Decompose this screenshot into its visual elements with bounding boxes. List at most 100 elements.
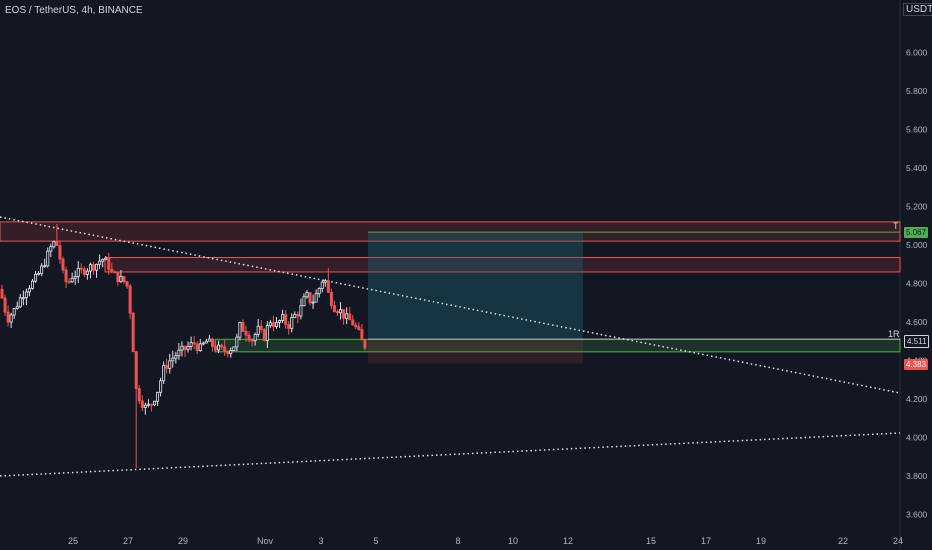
candle-body: [189, 342, 193, 347]
candle-body: [253, 333, 257, 342]
candle-body: [320, 281, 324, 289]
y-tick-label: 4.200: [906, 394, 928, 404]
candle-body: [113, 271, 117, 274]
currency-unit-label: USDT: [903, 3, 932, 16]
candle-body: [67, 281, 71, 284]
candle-body: [165, 365, 169, 369]
candle-body: [226, 351, 230, 355]
stop-loss-box: [368, 339, 583, 364]
candle-body: [348, 313, 352, 321]
candle-body: [162, 365, 166, 382]
candle-body: [186, 346, 190, 350]
candle-body: [24, 291, 28, 299]
candle-body: [262, 329, 266, 341]
candle-body: [195, 343, 199, 351]
candle-body: [30, 280, 34, 289]
candle-body: [342, 309, 346, 319]
target-label: T: [893, 221, 899, 231]
candle-body: [232, 346, 236, 352]
candle-body: [287, 324, 291, 329]
candle-body: [183, 345, 187, 350]
candle-body: [95, 263, 99, 271]
candle-body: [207, 338, 211, 342]
candle-body: [85, 270, 89, 275]
x-tick-label: 12: [563, 536, 573, 546]
candle-body: [0, 288, 4, 299]
candle-body: [299, 305, 303, 317]
candle-body: [278, 320, 282, 323]
x-tick-label: 10: [508, 536, 518, 546]
candle-body: [52, 241, 56, 248]
candle-body: [317, 288, 321, 295]
candle-body: [293, 313, 297, 318]
candle-body: [122, 276, 126, 283]
x-tick-label: 17: [701, 536, 711, 546]
candle-body: [131, 312, 135, 353]
y-tick-label: 4.600: [906, 317, 928, 327]
candle-body: [27, 287, 31, 293]
candle-body: [256, 325, 260, 335]
x-tick-label: 24: [893, 536, 903, 546]
candle-body: [354, 324, 358, 328]
candle-body: [223, 346, 227, 352]
y-tick-label: 3.800: [906, 471, 928, 481]
candle-body: [18, 297, 22, 308]
x-tick-label: 27: [123, 536, 133, 546]
candle-body: [140, 400, 144, 408]
candle-body: [58, 245, 62, 260]
candle-body: [70, 277, 74, 283]
chart-title: EOS / TetherUS, 4h, BINANCE: [5, 5, 143, 16]
candle-body: [15, 306, 19, 309]
candle-body: [174, 355, 178, 359]
candle-body: [271, 322, 275, 328]
candle-body: [244, 330, 248, 336]
x-tick-label: 8: [455, 536, 460, 546]
candle-body: [156, 391, 160, 402]
candle-body: [210, 338, 214, 347]
candle-body: [128, 285, 132, 314]
y-tick-label: 6.000: [906, 48, 928, 58]
candle-body: [37, 273, 41, 275]
resistance-zone-lower: [104, 257, 901, 273]
candle-body: [171, 357, 175, 362]
candle-body: [61, 258, 65, 271]
y-tick-label: 5.000: [906, 240, 928, 250]
x-tick-label: 15: [646, 536, 656, 546]
candle-body: [34, 273, 38, 282]
candle-body: [284, 314, 288, 325]
candle-body: [339, 309, 343, 314]
profit-target-box: [368, 232, 583, 340]
candle-body: [116, 272, 120, 283]
candle-body: [43, 265, 47, 268]
target-price-badge: 5.067: [904, 227, 929, 238]
stop-price-badge: 4.383: [904, 359, 929, 370]
candle-body: [192, 342, 196, 345]
candle-body: [119, 276, 123, 283]
candle-body: [3, 297, 7, 313]
candle-body: [314, 293, 318, 303]
candle-body: [55, 241, 59, 246]
candle-body: [180, 345, 184, 351]
y-tick-label: 3.600: [906, 510, 928, 520]
candle-body: [217, 344, 221, 351]
y-tick-label: 4.000: [906, 433, 928, 443]
candle-body: [363, 339, 367, 349]
candle-body: [274, 322, 278, 328]
candle-body: [281, 314, 285, 321]
candle-body: [323, 280, 327, 283]
resistance-zone-upper: [0, 221, 901, 242]
y-tick-label: 5.800: [906, 86, 928, 96]
candle-body: [76, 267, 80, 277]
candle-body: [360, 329, 364, 341]
candle-body: [79, 267, 83, 270]
candle-body: [152, 400, 156, 406]
candle-body: [177, 349, 181, 357]
x-tick-label: Nov: [257, 536, 274, 546]
candle-body: [311, 301, 315, 304]
candle-body: [250, 339, 254, 342]
y-tick-label: 4.800: [906, 279, 928, 289]
candle-body: [146, 403, 150, 406]
price-axis-pane: [900, 0, 932, 550]
x-tick-label: 19: [756, 536, 766, 546]
